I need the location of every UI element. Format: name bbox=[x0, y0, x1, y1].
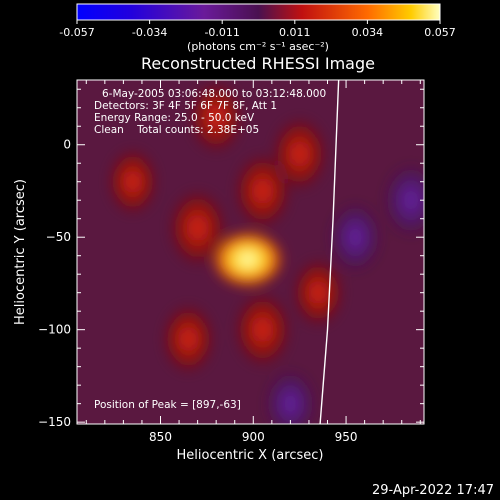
timestamp: 29-Apr-2022 17:47 bbox=[372, 483, 494, 498]
source-blob bbox=[167, 188, 228, 268]
source-blob bbox=[233, 290, 292, 369]
colorbar-tick-label: -0.011 bbox=[204, 26, 239, 39]
plot-frame bbox=[76, 79, 425, 425]
y-axis-label: Heliocentric Y (arcsec) bbox=[13, 179, 28, 325]
x-axis-label: Heliocentric X (arcsec) bbox=[177, 448, 324, 463]
annotation-clean: Clean Total counts: 2.38E+05 bbox=[94, 124, 259, 136]
x-tick-label: 900 bbox=[242, 430, 265, 444]
x-tick-label: 950 bbox=[335, 430, 358, 444]
source-blob bbox=[161, 302, 216, 376]
source-blob bbox=[292, 257, 345, 328]
colorbar-tick-label: 0.034 bbox=[352, 26, 384, 39]
y-tick-label: 0 bbox=[63, 138, 71, 152]
source-blob bbox=[107, 147, 159, 217]
source-blob bbox=[383, 163, 424, 238]
source-blob bbox=[271, 116, 328, 192]
source-blob bbox=[209, 229, 286, 290]
colorbar-tick-label: -0.034 bbox=[132, 26, 167, 39]
colorbar-tick-label: -0.057 bbox=[59, 26, 94, 39]
source-blob bbox=[188, 80, 244, 154]
annotation-energy: Energy Range: 25.0 - 50.0 keV bbox=[94, 112, 255, 124]
colorbar-ticks: -0.057 -0.034 -0.011 0.011 0.034 0.057 bbox=[59, 20, 456, 39]
image-area bbox=[77, 80, 424, 424]
y-axis: 0 −50 −100 −150 bbox=[38, 88, 424, 429]
source-blob bbox=[329, 201, 382, 273]
colorbar bbox=[76, 3, 441, 21]
chart-title: Reconstructed RHESSI Image bbox=[141, 54, 375, 73]
colorbar-units: (photons cm⁻² s⁻¹ asec⁻²) bbox=[187, 40, 329, 53]
annotation-peak: Position of Peak = [897,-63] bbox=[94, 399, 241, 411]
colorbar-tick-label: 0.057 bbox=[424, 26, 456, 39]
x-tick-label: 850 bbox=[149, 430, 172, 444]
y-tick-label: −150 bbox=[38, 415, 71, 429]
annotation-time: 6-May-2005 03:06:48.000 to 03:12:48.000 bbox=[102, 88, 326, 100]
y-tick-label: −100 bbox=[38, 323, 71, 337]
source-blob bbox=[264, 369, 316, 424]
annotation-detectors: Detectors: 3F 4F 5F 6F 7F 8F, Att 1 bbox=[94, 100, 277, 112]
colorbar-tick-label: 0.011 bbox=[279, 26, 311, 39]
x-axis: 850 900 950 bbox=[85, 80, 421, 444]
limb-line bbox=[319, 80, 340, 424]
y-tick-label: −50 bbox=[46, 230, 71, 244]
